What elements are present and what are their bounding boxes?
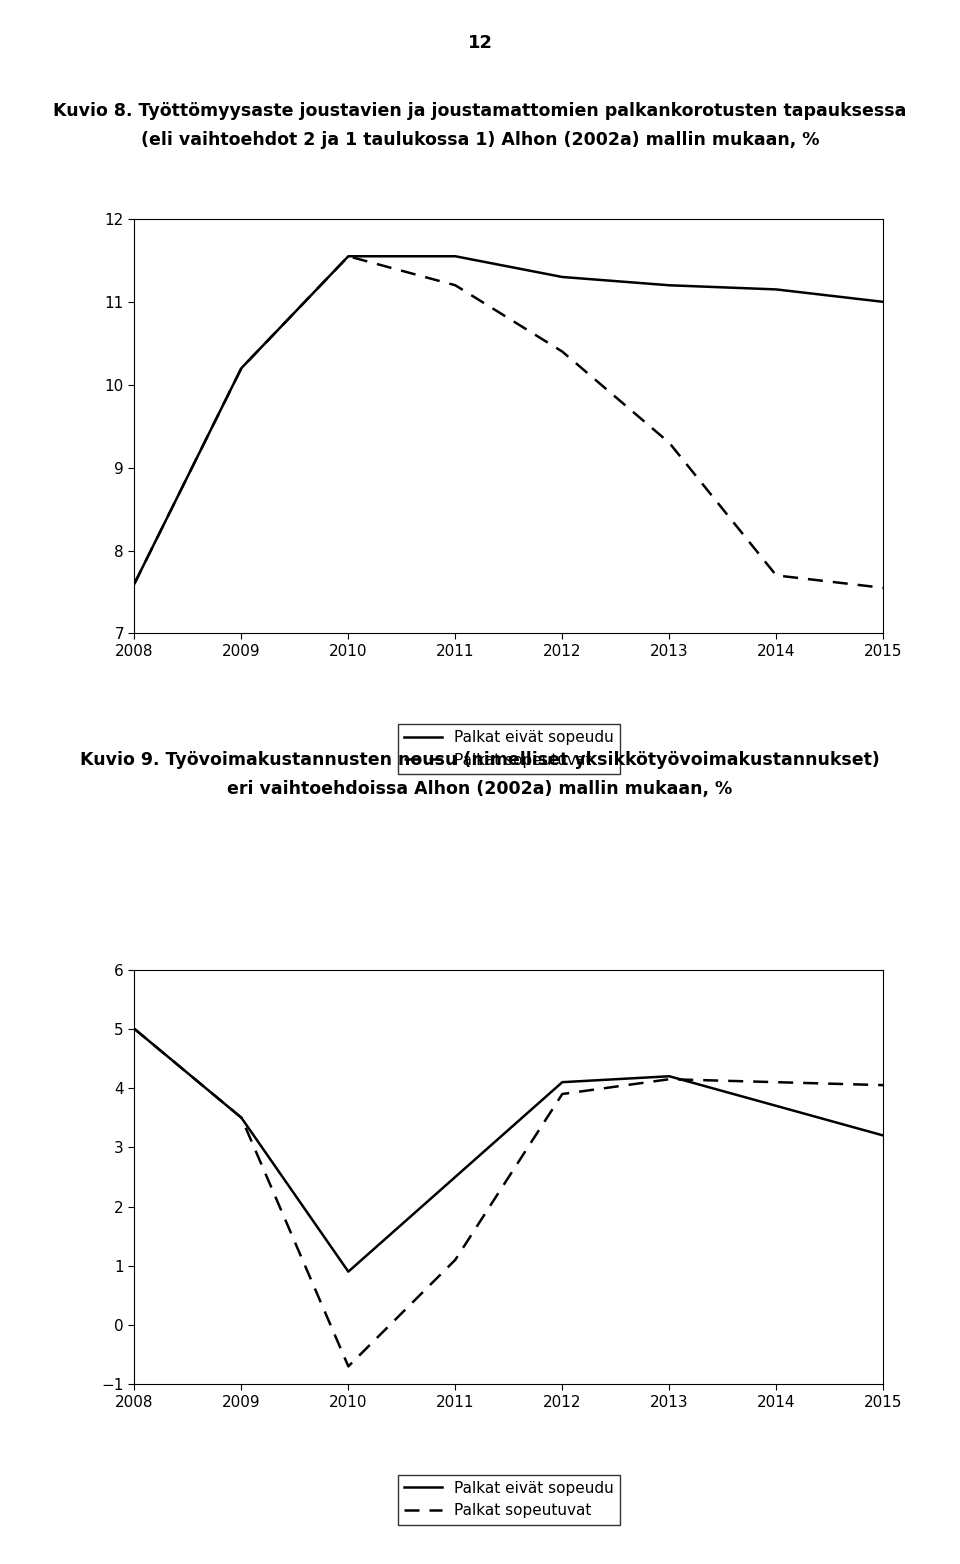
Text: eri vaihtoehdoissa Alhon (2002a) mallin mukaan, %: eri vaihtoehdoissa Alhon (2002a) mallin … bbox=[228, 780, 732, 799]
Text: Kuvio 8. Työttömyysaste joustavien ja joustamattomien palkankorotusten tapaukses: Kuvio 8. Työttömyysaste joustavien ja jo… bbox=[54, 102, 906, 120]
Text: 12: 12 bbox=[468, 34, 492, 53]
Text: (eli vaihtoehdot 2 ja 1 taulukossa 1) Alhon (2002a) mallin mukaan, %: (eli vaihtoehdot 2 ja 1 taulukossa 1) Al… bbox=[141, 131, 819, 150]
Text: Kuvio 9. Työvoimakustannusten nousu (nimelliset yksikkötyövoimakustannukset): Kuvio 9. Työvoimakustannusten nousu (nim… bbox=[80, 751, 880, 769]
Legend: Palkat eivät sopeudu, Palkat sopeutuvat: Palkat eivät sopeudu, Palkat sopeutuvat bbox=[397, 724, 620, 774]
Legend: Palkat eivät sopeudu, Palkat sopeutuvat: Palkat eivät sopeudu, Palkat sopeutuvat bbox=[397, 1475, 620, 1525]
